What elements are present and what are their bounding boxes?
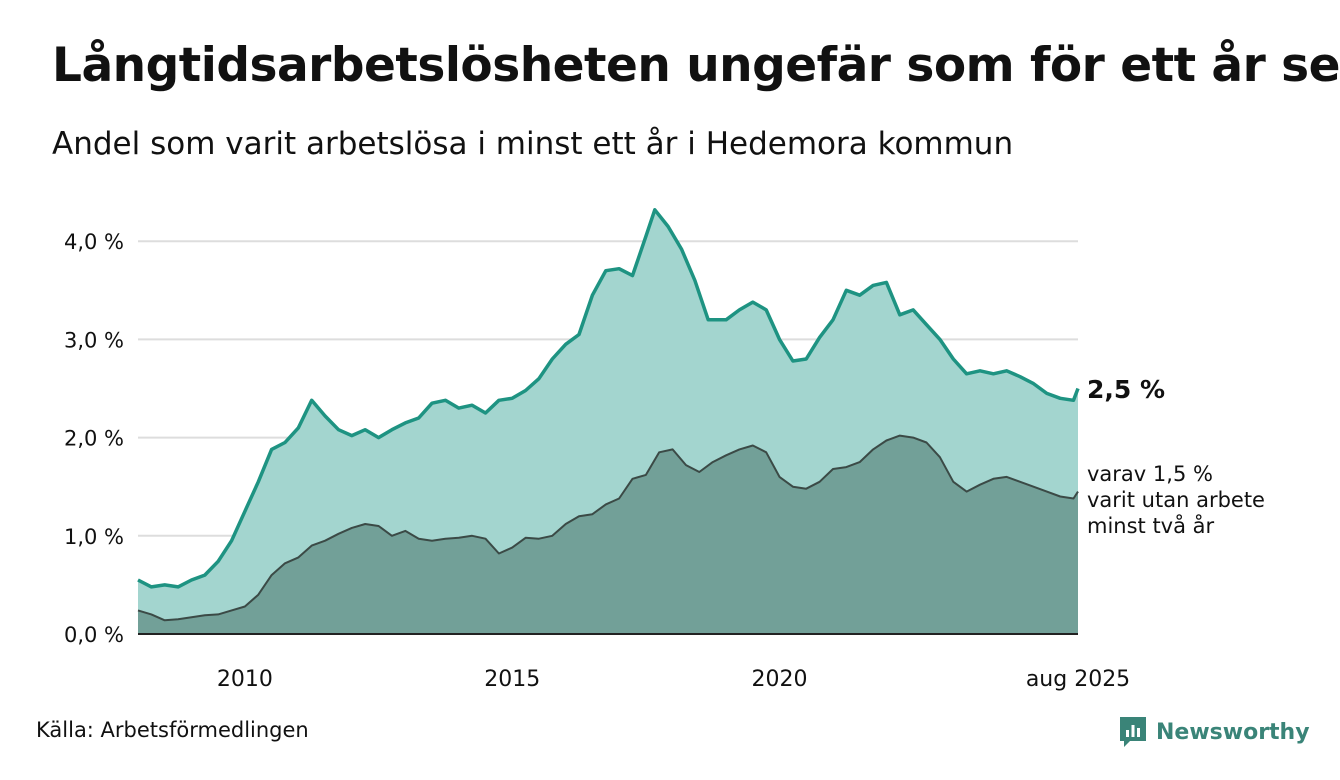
newsworthy-logo-icon [1120,717,1146,747]
end-label-long-line: varit utan arbete [1087,488,1265,512]
series-line-long [137,434,1079,622]
y-tick-label: 2,0 % [64,427,124,451]
x-tick-label: 2010 [217,667,273,692]
end-label-long-line: minst två år [1087,513,1215,538]
y-tick-label: 1,0 % [64,525,124,549]
y-tick-label: 4,0 % [64,230,124,254]
source-note: Källa: Arbetsförmedlingen [36,718,309,742]
chart-title: Långtidsarbetslösheten ungefär som för e… [52,38,1340,93]
end-label-total: 2,5 % [1087,375,1165,404]
brand-name: Newsworthy [1156,719,1310,745]
x-tick-label: aug 2025 [1026,667,1130,692]
y-tick-label: 3,0 % [64,328,124,352]
series-line-total [137,208,1080,589]
x-tick-label: 2015 [484,667,540,692]
chart-subtitle: Andel som varit arbetslösa i minst ett å… [52,126,1014,162]
series-area-long [138,435,1078,634]
y-tick-label: 0,0 % [64,623,124,647]
x-tick-label: 2020 [752,667,808,692]
chart-areas [137,208,1080,635]
end-label-long-line: varav 1,5 % [1087,462,1213,486]
axes: 0,0 % 1,0 % 2,0 % 3,0 % 4,0 % 2010 2015 2020 aug… [64,230,1130,692]
brand-logo: Newsworthy [1118,714,1310,750]
area-chart: 0,0 % 1,0 % 2,0 % 3,0 % 4,0 % 2010 2015 2020 aug… [64,208,1265,692]
